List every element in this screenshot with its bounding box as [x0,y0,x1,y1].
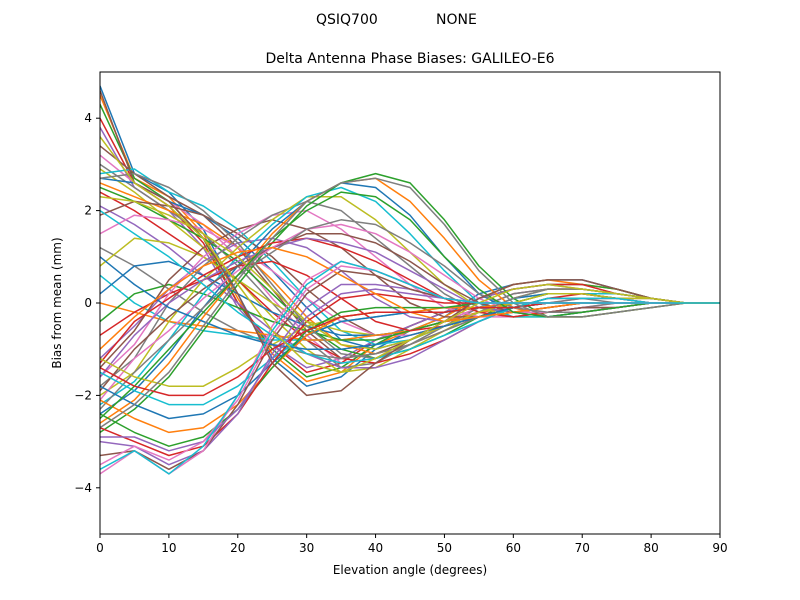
series-line-s58 [100,177,720,429]
series-line-s59 [100,136,720,374]
chart-title: Delta Antenna Phase Biases: GALILEO-E6 [265,51,554,67]
suptitle-left: QSIQ700 [316,12,378,28]
y-axis: −4 −2 0 2 4 [74,111,100,495]
x-tick-label: 0 [96,541,104,555]
x-axis-label: Elevation angle (degrees) [333,563,487,577]
y-tick-label: −4 [74,481,92,495]
series-line-s60 [100,260,720,475]
x-tick-label: 70 [575,541,590,555]
y-axis-label: Bias from mean (mm) [50,237,64,368]
x-tick-label: 50 [437,541,452,555]
x-tick-label: 40 [368,541,383,555]
y-tick-label: 0 [84,296,92,310]
suptitle-right: NONE [436,12,477,28]
x-tick-label: 60 [506,541,521,555]
x-tick-label: 30 [299,541,314,555]
x-axis: 0 10 20 30 40 50 60 70 80 90 [96,534,728,555]
y-tick-label: −2 [74,388,92,402]
series-line-s50 [100,209,720,364]
x-tick-label: 10 [161,541,176,555]
x-tick-label: 90 [712,541,727,555]
series-line-s53 [100,191,720,420]
x-tick-label: 20 [230,541,245,555]
y-tick-label: 4 [84,111,92,125]
y-tick-label: 2 [84,204,92,218]
series-layer [100,85,720,475]
x-tick-label: 80 [643,541,658,555]
